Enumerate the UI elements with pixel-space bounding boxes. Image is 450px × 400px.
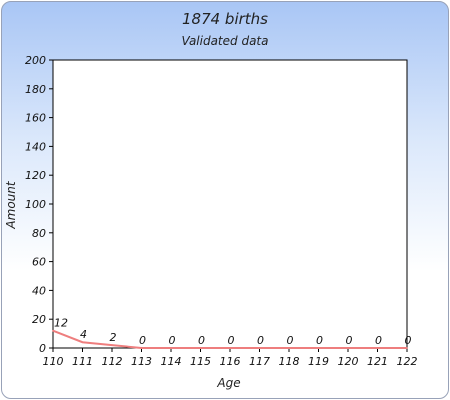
data-label: 0 bbox=[257, 334, 264, 347]
data-point bbox=[140, 347, 143, 349]
x-tick-label: 119 bbox=[308, 355, 329, 368]
y-tick-label: 140 bbox=[25, 140, 46, 153]
data-point bbox=[81, 341, 84, 344]
y-tick-label: 20 bbox=[32, 313, 46, 326]
data-label: 0 bbox=[346, 334, 353, 347]
y-tick-label: 160 bbox=[25, 112, 46, 125]
data-label: 4 bbox=[80, 328, 87, 341]
x-tick-label: 118 bbox=[279, 355, 300, 368]
x-tick-label: 111 bbox=[72, 355, 93, 368]
data-label: 0 bbox=[375, 334, 382, 347]
x-axis-label: Age bbox=[216, 376, 240, 390]
data-label: 0 bbox=[405, 334, 412, 347]
y-tick-label: 0 bbox=[39, 342, 46, 355]
x-tick-label: 114 bbox=[161, 355, 182, 368]
x-tick-label: 113 bbox=[131, 355, 152, 368]
y-tick-label: 100 bbox=[25, 198, 46, 211]
data-point bbox=[317, 347, 320, 349]
x-tick-label: 120 bbox=[338, 355, 359, 368]
data-point bbox=[347, 347, 349, 349]
x-tick-label: 110 bbox=[43, 355, 64, 368]
x-tick-label: 115 bbox=[190, 355, 211, 368]
y-tick-label: 60 bbox=[32, 256, 46, 269]
x-tick-label: 122 bbox=[397, 355, 418, 368]
data-label: 2 bbox=[110, 331, 117, 344]
data-point bbox=[170, 347, 172, 349]
y-tick-label: 40 bbox=[32, 284, 46, 297]
data-point bbox=[288, 347, 290, 349]
chart-title: 1874 births bbox=[182, 10, 268, 28]
data-point bbox=[406, 347, 408, 349]
y-tick-label: 200 bbox=[25, 54, 46, 67]
x-tick-label: 112 bbox=[102, 355, 123, 368]
data-label: 0 bbox=[198, 334, 205, 347]
y-tick-label: 120 bbox=[25, 169, 46, 182]
data-label: 0 bbox=[169, 334, 176, 347]
y-tick-label: 180 bbox=[25, 83, 46, 96]
data-label: 0 bbox=[316, 334, 323, 347]
data-point bbox=[111, 344, 113, 346]
y-axis-label: Amount bbox=[4, 180, 18, 229]
data-point bbox=[376, 347, 379, 349]
chart-subtitle: Validated data bbox=[182, 34, 269, 48]
x-tick-label: 121 bbox=[367, 355, 388, 368]
data-point bbox=[199, 347, 202, 349]
data-label: 0 bbox=[139, 334, 146, 347]
data-point bbox=[258, 347, 261, 349]
data-label: 12 bbox=[54, 317, 68, 330]
data-label: 0 bbox=[228, 334, 235, 347]
x-tick-label: 117 bbox=[249, 355, 270, 368]
y-tick-label: 80 bbox=[32, 227, 46, 240]
plot-border bbox=[52, 59, 408, 349]
data-point bbox=[229, 347, 231, 349]
data-label: 0 bbox=[287, 334, 294, 347]
x-tick-label: 116 bbox=[220, 355, 241, 368]
data-point bbox=[52, 329, 54, 332]
